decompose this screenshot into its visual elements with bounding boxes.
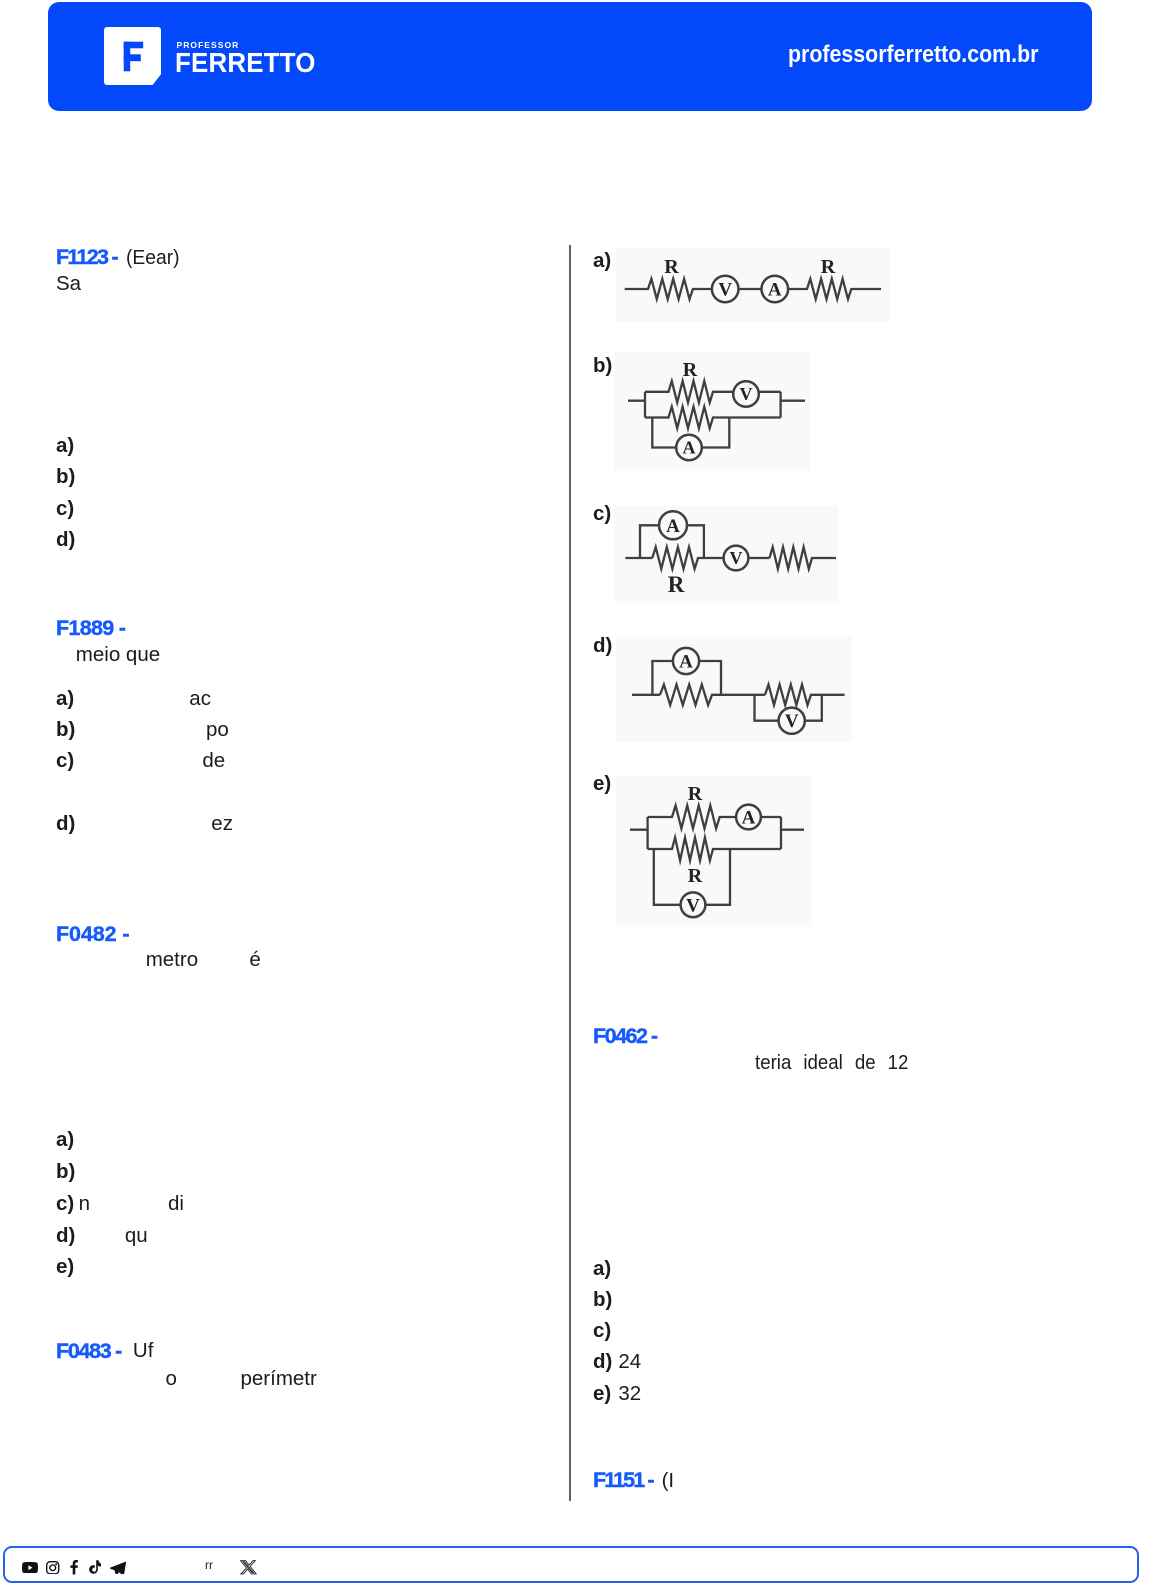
svg-text:R: R (821, 256, 836, 278)
svg-text:A: A (679, 651, 693, 672)
svg-text:R: R (668, 572, 685, 597)
svg-text:R: R (683, 359, 698, 381)
svg-text:A: A (666, 516, 680, 537)
svg-text:V: V (740, 384, 753, 404)
svg-text:R: R (688, 865, 703, 887)
svg-text:V: V (785, 711, 799, 732)
svg-text:A: A (742, 807, 756, 828)
svg-text:V: V (718, 279, 732, 300)
svg-text:V: V (686, 895, 700, 916)
svg-text:R: R (664, 256, 679, 278)
svg-text:V: V (730, 548, 743, 568)
svg-text:A: A (683, 438, 696, 458)
svg-text:R: R (688, 783, 703, 805)
svg-text:A: A (768, 279, 782, 300)
